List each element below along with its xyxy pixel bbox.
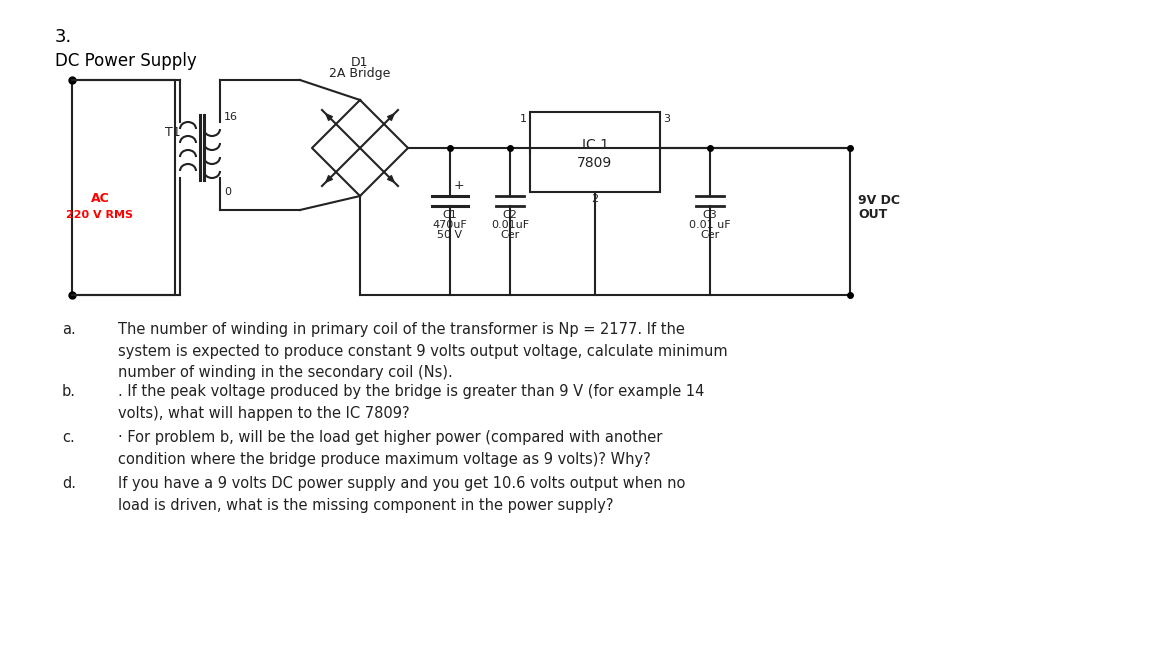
Text: · For problem b, will be the load get higher power (compared with another
condit: · For problem b, will be the load get hi… xyxy=(118,430,662,467)
Text: D1: D1 xyxy=(351,56,369,69)
Text: c.: c. xyxy=(62,430,75,445)
Text: T1: T1 xyxy=(165,126,181,139)
Text: DC Power Supply: DC Power Supply xyxy=(55,52,197,70)
Text: 470uF: 470uF xyxy=(433,220,468,230)
Text: 9V DC: 9V DC xyxy=(858,194,900,207)
Text: C2: C2 xyxy=(502,210,517,220)
Text: IC 1: IC 1 xyxy=(582,138,608,152)
Text: Cer: Cer xyxy=(700,230,720,240)
Text: 3: 3 xyxy=(664,114,670,124)
Text: +: + xyxy=(454,179,464,192)
Text: 0: 0 xyxy=(223,187,232,197)
Text: The number of winding in primary coil of the transformer is Np = 2177. If the
sy: The number of winding in primary coil of… xyxy=(118,322,728,380)
Text: 50 V: 50 V xyxy=(438,230,463,240)
Polygon shape xyxy=(387,114,394,121)
Text: b.: b. xyxy=(62,384,76,399)
Bar xyxy=(530,112,660,192)
Text: C3: C3 xyxy=(703,210,718,220)
Text: OUT: OUT xyxy=(858,209,887,222)
Polygon shape xyxy=(387,176,394,182)
Text: . If the peak voltage produced by the bridge is greater than 9 V (for example 14: . If the peak voltage produced by the br… xyxy=(118,384,704,421)
Text: 2A Bridge: 2A Bridge xyxy=(329,67,391,80)
Text: AC: AC xyxy=(91,192,109,205)
Polygon shape xyxy=(326,176,333,182)
Text: Cer: Cer xyxy=(500,230,520,240)
Text: 0.01uF: 0.01uF xyxy=(491,220,529,230)
Text: 7809: 7809 xyxy=(577,156,613,170)
Text: C1: C1 xyxy=(442,210,457,220)
Text: 220 V RMS: 220 V RMS xyxy=(67,210,134,220)
Text: 1: 1 xyxy=(520,114,526,124)
Text: 0.01 uF: 0.01 uF xyxy=(689,220,730,230)
Text: 2: 2 xyxy=(591,194,599,204)
Polygon shape xyxy=(326,114,333,121)
Text: If you have a 9 volts DC power supply and you get 10.6 volts output when no
load: If you have a 9 volts DC power supply an… xyxy=(118,476,685,513)
Text: 3.: 3. xyxy=(55,28,73,46)
Text: d.: d. xyxy=(62,476,76,491)
Text: a.: a. xyxy=(62,322,76,337)
Text: 16: 16 xyxy=(223,112,238,122)
Bar xyxy=(71,80,175,295)
